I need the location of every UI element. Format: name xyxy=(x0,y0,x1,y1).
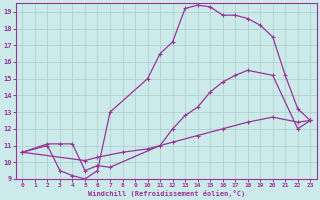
X-axis label: Windchill (Refroidissement éolien,°C): Windchill (Refroidissement éolien,°C) xyxy=(88,190,245,197)
